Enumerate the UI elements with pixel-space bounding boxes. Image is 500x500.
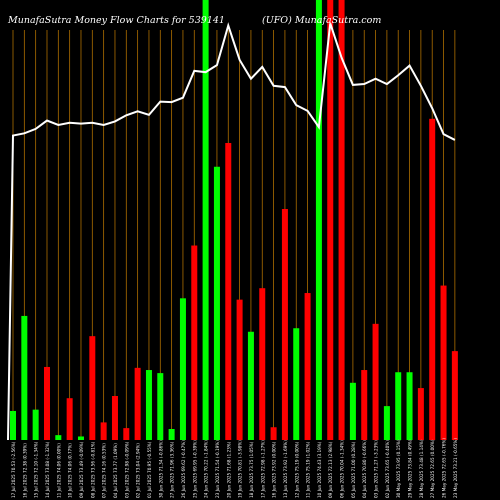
x-tick-label: 11 Jul 2025 74.06 (0.00%): [56, 443, 61, 498]
x-tick-label: 24 Jun 2025 70.22 (-1.84%): [204, 440, 209, 498]
x-tick-label: 14 Jul 2025 73.08 (-1.32%): [45, 441, 50, 498]
chart-title: MunafaSutra Money Flow Charts for 539141: [7, 15, 225, 26]
x-tick-label: 16 Jul 2025 72.38 (0.39%): [22, 443, 27, 498]
x-tick-label: 10 Jun 2025 74.43 (3.19%): [317, 441, 322, 498]
money-flow-bar: [259, 288, 266, 440]
money-flow-bar: [247, 331, 254, 440]
money-flow-bar: [32, 409, 39, 440]
money-flow-bar: [179, 298, 186, 440]
money-flow-bar: [100, 422, 107, 440]
money-flow-bar: [123, 428, 130, 440]
money-flow-bar: [281, 209, 288, 440]
money-flow-bar: [293, 328, 300, 440]
money-flow-bar: [383, 406, 390, 440]
x-tick-label: 23 Jun 2025 71.54 (-0.19%): [215, 440, 220, 498]
money-flow-bar: [440, 285, 447, 440]
chart-subtitle: (UFO) MunafaSutra.com: [262, 15, 381, 26]
x-tick-label: 13 Jun 2025 73.92 (-1.69%): [283, 440, 288, 498]
money-flow-bar: [145, 370, 152, 440]
money-flow-bar: [213, 166, 220, 440]
money-flow-bar: [429, 118, 436, 441]
money-flow-bar: [270, 427, 277, 440]
price-line: [7, 22, 456, 441]
money-flow-bar: [66, 398, 73, 440]
money-flow-bar: [191, 245, 198, 440]
x-tick-label: 02 Jun 2025 73.65 (-0.40%): [385, 440, 390, 498]
x-tick-label: 18 Jun 2025 73.75 (1.05%): [249, 441, 254, 498]
x-tick-label: 06 Jun 2025 70.04 (-1.34%): [340, 440, 345, 498]
x-tick-label: 09 Jul 2025 73.49 (-0.09%): [79, 441, 84, 498]
money-flow-bar: [327, 0, 334, 440]
x-tick-label: 08 Jul 2025 73.56 (-0.81%): [90, 441, 95, 498]
money-flow-bar: [21, 315, 28, 440]
money-flow-bar: [304, 293, 311, 440]
x-tick-label: 03 Jul 2025 72.98 (-0.09%): [124, 441, 129, 498]
x-tick-label: 01 Jul 2025 70.95 (-0.55%): [147, 441, 152, 498]
x-tick-label: 02 Jul 2025 73.04 (2.94%): [136, 443, 141, 498]
x-tick-label: 25 Jun 2025 69.95 (-0.39%): [192, 440, 197, 498]
x-tick-label: 19 Jun 2025 70.81 (-3.98%): [238, 440, 243, 498]
money-flow-bar: [395, 372, 402, 440]
money-flow-bar: [134, 367, 141, 440]
money-flow-bar: [338, 0, 345, 440]
x-tick-label: 29 May 2025 73.84 (0.49%): [408, 439, 413, 498]
x-tick-label: 05 Jun 2025 71.00 (0.28%): [351, 441, 356, 498]
money-flow-bar: [111, 396, 118, 440]
x-tick-label: 15 Jul 2025 72.10 (-1.34%): [34, 441, 39, 498]
money-flow-bar: [43, 366, 50, 440]
x-tick-label: 04 Jul 2025 73.77 (1.09%): [113, 443, 118, 498]
x-tick-label: 28 May 2025 73.48 (1.14%): [419, 439, 424, 498]
x-tick-label: 27 May 2025 72.65 (0.00%): [430, 439, 435, 498]
money-flow-bar: [349, 382, 356, 440]
x-tick-label: 03 Jun 2025 71.27 (-3.23%): [374, 440, 379, 498]
x-tick-label: 26 May 2025 72.65 (-0.76%): [442, 438, 447, 498]
money-flow-bar: [236, 299, 243, 440]
money-flow-bar: [315, 0, 322, 440]
x-tick-label: 30 Jun 2025 71.34 (-0.86%): [158, 440, 163, 498]
x-tick-label: 12 Jun 2025 75.19 (0.00%): [294, 441, 299, 498]
money-flow-bar: [417, 388, 424, 440]
x-tick-label: 10 Jul 2025 74.06 (0.77%): [68, 443, 73, 498]
x-tick-label: 26 Jun 2025 69.62 (-0.47%): [181, 440, 186, 498]
x-tick-label: 30 May 2025 73.95 (0.15%): [396, 439, 401, 498]
x-tick-label: 16 Jun 2025 73.92 (0.00%): [272, 441, 277, 498]
x-tick-label: 11 Jun 2025 75.19 (1.02%): [306, 441, 311, 498]
x-tick-label: 27 Jun 2025 71.96 (3.36%): [170, 441, 175, 498]
money-flow-bar: [451, 351, 458, 440]
money-flow-bars: [10, 0, 458, 441]
x-tick-label: 23 May 2025 73.21 (-0.65%): [453, 438, 458, 498]
x-tick-label: 04 Jun 2025 70.80 (-0.66%): [362, 440, 367, 498]
x-tick-label: 20 Jun 2025 71.68 (1.23%): [226, 441, 231, 498]
x-axis-tick-labels: 17 Jul 2025 70.53 (-2.56%) 16 Jul 2025 72…: [11, 438, 458, 498]
money-flow-bar: [55, 435, 62, 440]
x-tick-label: 09 Jun 2025 72.13 (2.98%): [328, 441, 333, 498]
money-flow-bar: [157, 373, 164, 440]
money-flow-bar: [77, 436, 84, 440]
money-flow-bar: [168, 429, 175, 440]
x-tick-label: 17 Jun 2025 72.98 (-1.27%): [260, 440, 265, 498]
money-flow-bar: [372, 323, 379, 440]
x-tick-label: 17 Jul 2025 70.53 (-2.56%): [11, 441, 16, 498]
x-tick-label: 07 Jul 2025 74.16 (0.53%): [102, 443, 107, 498]
money-flow-bar: [202, 0, 209, 440]
money-flow-bar: [406, 372, 413, 440]
money-flow-bar: [10, 410, 16, 440]
money-flow-bar: [89, 336, 96, 440]
money-flow-bar: [225, 143, 232, 440]
money-flow-bar: [361, 370, 368, 440]
